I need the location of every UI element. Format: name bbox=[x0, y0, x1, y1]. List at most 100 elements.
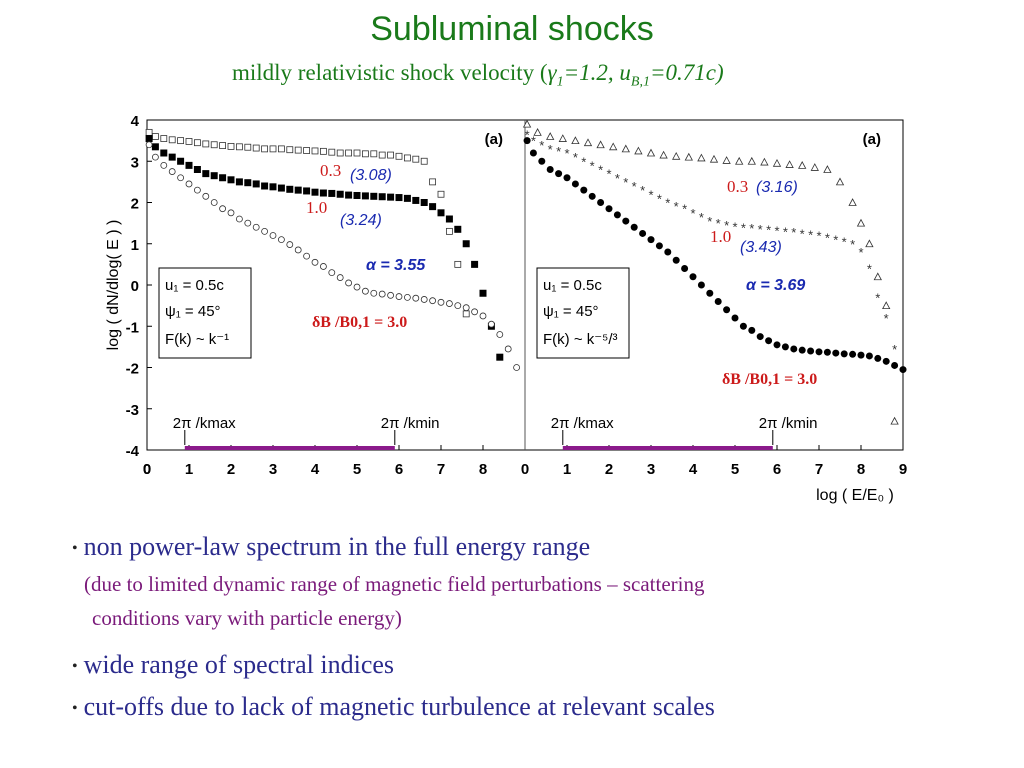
data-point bbox=[244, 179, 252, 187]
data-point: * bbox=[850, 237, 855, 252]
data-point bbox=[891, 361, 899, 369]
data-point bbox=[471, 308, 479, 316]
x-tick-label: 4 bbox=[689, 461, 698, 478]
data-point bbox=[403, 293, 411, 301]
data-point bbox=[781, 343, 789, 351]
x-tick-label: 3 bbox=[647, 461, 655, 478]
data-point bbox=[277, 145, 285, 153]
y-tick-label: 0 bbox=[131, 278, 139, 295]
data-point bbox=[747, 156, 756, 165]
x-tick-label: 5 bbox=[731, 461, 739, 478]
data-point: * bbox=[525, 127, 530, 142]
data-point bbox=[523, 137, 531, 145]
data-point bbox=[429, 203, 437, 211]
param-psi: ψ₁ = 45° bbox=[165, 303, 221, 320]
annotation-value: 1.0 bbox=[306, 198, 327, 217]
kmax-label: 2π /kmax bbox=[551, 415, 614, 432]
data-point: * bbox=[590, 158, 595, 173]
data-point bbox=[479, 312, 487, 320]
data-point: * bbox=[699, 210, 704, 225]
data-point bbox=[286, 146, 294, 154]
data-point: * bbox=[774, 224, 779, 239]
data-point bbox=[437, 190, 445, 198]
data-point: * bbox=[556, 144, 561, 159]
x-tick-label: 1 bbox=[563, 461, 571, 478]
data-point bbox=[261, 227, 269, 235]
data-point bbox=[395, 293, 403, 300]
subtitle-u-val: =0.71c) bbox=[649, 60, 724, 85]
data-point bbox=[798, 161, 807, 169]
data-point: * bbox=[623, 175, 628, 190]
x-tick-label: 7 bbox=[437, 461, 445, 478]
slide-subtitle: mildly relativistic shock velocity (γ1=1… bbox=[232, 60, 724, 91]
data-point: * bbox=[682, 202, 687, 217]
data-point bbox=[714, 298, 722, 305]
data-point bbox=[496, 331, 504, 338]
data-point bbox=[235, 143, 243, 151]
data-point bbox=[210, 172, 218, 180]
data-point bbox=[336, 149, 344, 157]
data-point bbox=[533, 128, 542, 136]
data-point bbox=[328, 148, 336, 156]
data-point: * bbox=[640, 183, 645, 198]
data-point bbox=[311, 258, 319, 266]
data-point bbox=[145, 141, 153, 149]
x-tick-label: 6 bbox=[395, 461, 403, 478]
y-tick-label: -3 bbox=[126, 402, 139, 419]
data-point bbox=[709, 154, 719, 163]
data-point: * bbox=[615, 171, 620, 186]
annotation-value: 0.3 bbox=[320, 161, 341, 180]
param-psi: ψ₁ = 45° bbox=[543, 303, 599, 320]
data-point bbox=[277, 184, 285, 192]
data-point bbox=[185, 161, 193, 169]
data-point bbox=[848, 198, 857, 206]
data-point bbox=[810, 163, 819, 171]
data-point bbox=[621, 144, 630, 153]
data-point bbox=[823, 348, 831, 356]
data-point bbox=[597, 199, 605, 206]
data-point bbox=[856, 218, 866, 227]
data-point bbox=[336, 190, 344, 198]
data-point bbox=[193, 139, 201, 147]
data-point bbox=[835, 177, 845, 186]
data-point bbox=[588, 192, 596, 200]
subtitle-u-sub: B,1 bbox=[630, 74, 650, 90]
data-point bbox=[790, 345, 798, 353]
data-point bbox=[336, 274, 344, 281]
x-tick-label: 7 bbox=[815, 461, 823, 478]
data-point bbox=[529, 149, 537, 157]
y-tick-label: -2 bbox=[126, 361, 139, 378]
y-tick-label: 1 bbox=[131, 237, 139, 254]
subtitle-prefix: mildly relativistic shock velocity ( bbox=[232, 60, 548, 85]
data-point: * bbox=[531, 134, 536, 149]
x-axis-label: log ( E/E₀ ) bbox=[816, 487, 894, 504]
bullet-item: • wide range of spectral indices bbox=[72, 650, 394, 680]
data-point: * bbox=[674, 199, 679, 214]
data-point bbox=[252, 144, 260, 152]
data-point bbox=[420, 296, 428, 303]
data-point: * bbox=[741, 220, 746, 235]
annotation-db: δB /B0,1 = 3.0 bbox=[312, 314, 407, 331]
data-point: * bbox=[791, 225, 796, 240]
data-point: * bbox=[892, 342, 897, 357]
annotation-value: 0.3 bbox=[727, 177, 748, 196]
data-point bbox=[555, 170, 563, 178]
data-point bbox=[445, 215, 453, 223]
annotation-alpha: α = 3.55 bbox=[366, 257, 426, 274]
data-point: * bbox=[581, 154, 586, 169]
data-point: * bbox=[564, 146, 569, 161]
data-point: * bbox=[867, 262, 872, 277]
data-point bbox=[227, 142, 235, 150]
data-point bbox=[193, 186, 201, 194]
annotation-index: (3.16) bbox=[756, 179, 798, 196]
data-point bbox=[303, 252, 311, 260]
panel-label: (a) bbox=[485, 131, 503, 148]
data-point bbox=[571, 180, 579, 188]
data-point bbox=[722, 156, 731, 164]
bullet-text: wide range of spectral indices bbox=[83, 650, 395, 679]
data-point bbox=[151, 143, 159, 151]
data-point bbox=[429, 178, 437, 186]
data-point bbox=[252, 180, 260, 188]
data-point bbox=[177, 137, 185, 145]
